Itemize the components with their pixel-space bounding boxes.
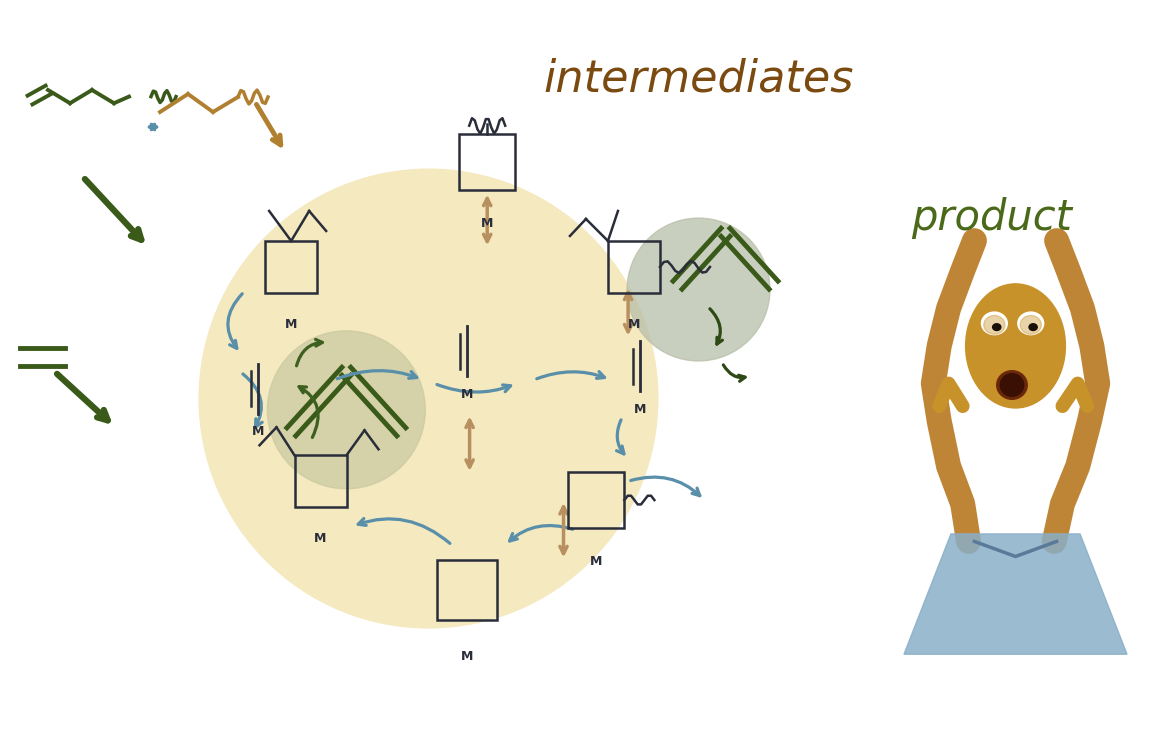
Ellipse shape — [1020, 316, 1041, 334]
Text: product: product — [911, 197, 1073, 239]
Text: M: M — [461, 650, 473, 663]
Text: M: M — [315, 532, 326, 545]
Text: M: M — [628, 317, 640, 331]
Ellipse shape — [1028, 323, 1037, 331]
Text: intermediates: intermediates — [544, 57, 853, 101]
Ellipse shape — [1018, 312, 1044, 335]
Ellipse shape — [992, 323, 1000, 331]
Ellipse shape — [1000, 374, 1024, 396]
Text: M: M — [591, 555, 602, 569]
Text: M: M — [481, 217, 493, 230]
Ellipse shape — [981, 312, 1007, 335]
Circle shape — [268, 331, 425, 489]
Text: M: M — [634, 402, 646, 416]
Ellipse shape — [984, 316, 1005, 334]
Polygon shape — [904, 534, 1127, 654]
Ellipse shape — [997, 371, 1027, 399]
Text: M: M — [461, 387, 473, 401]
Circle shape — [200, 169, 657, 628]
Text: M: M — [252, 425, 264, 438]
Circle shape — [627, 218, 770, 361]
Text: M: M — [285, 317, 297, 331]
Ellipse shape — [965, 284, 1065, 408]
